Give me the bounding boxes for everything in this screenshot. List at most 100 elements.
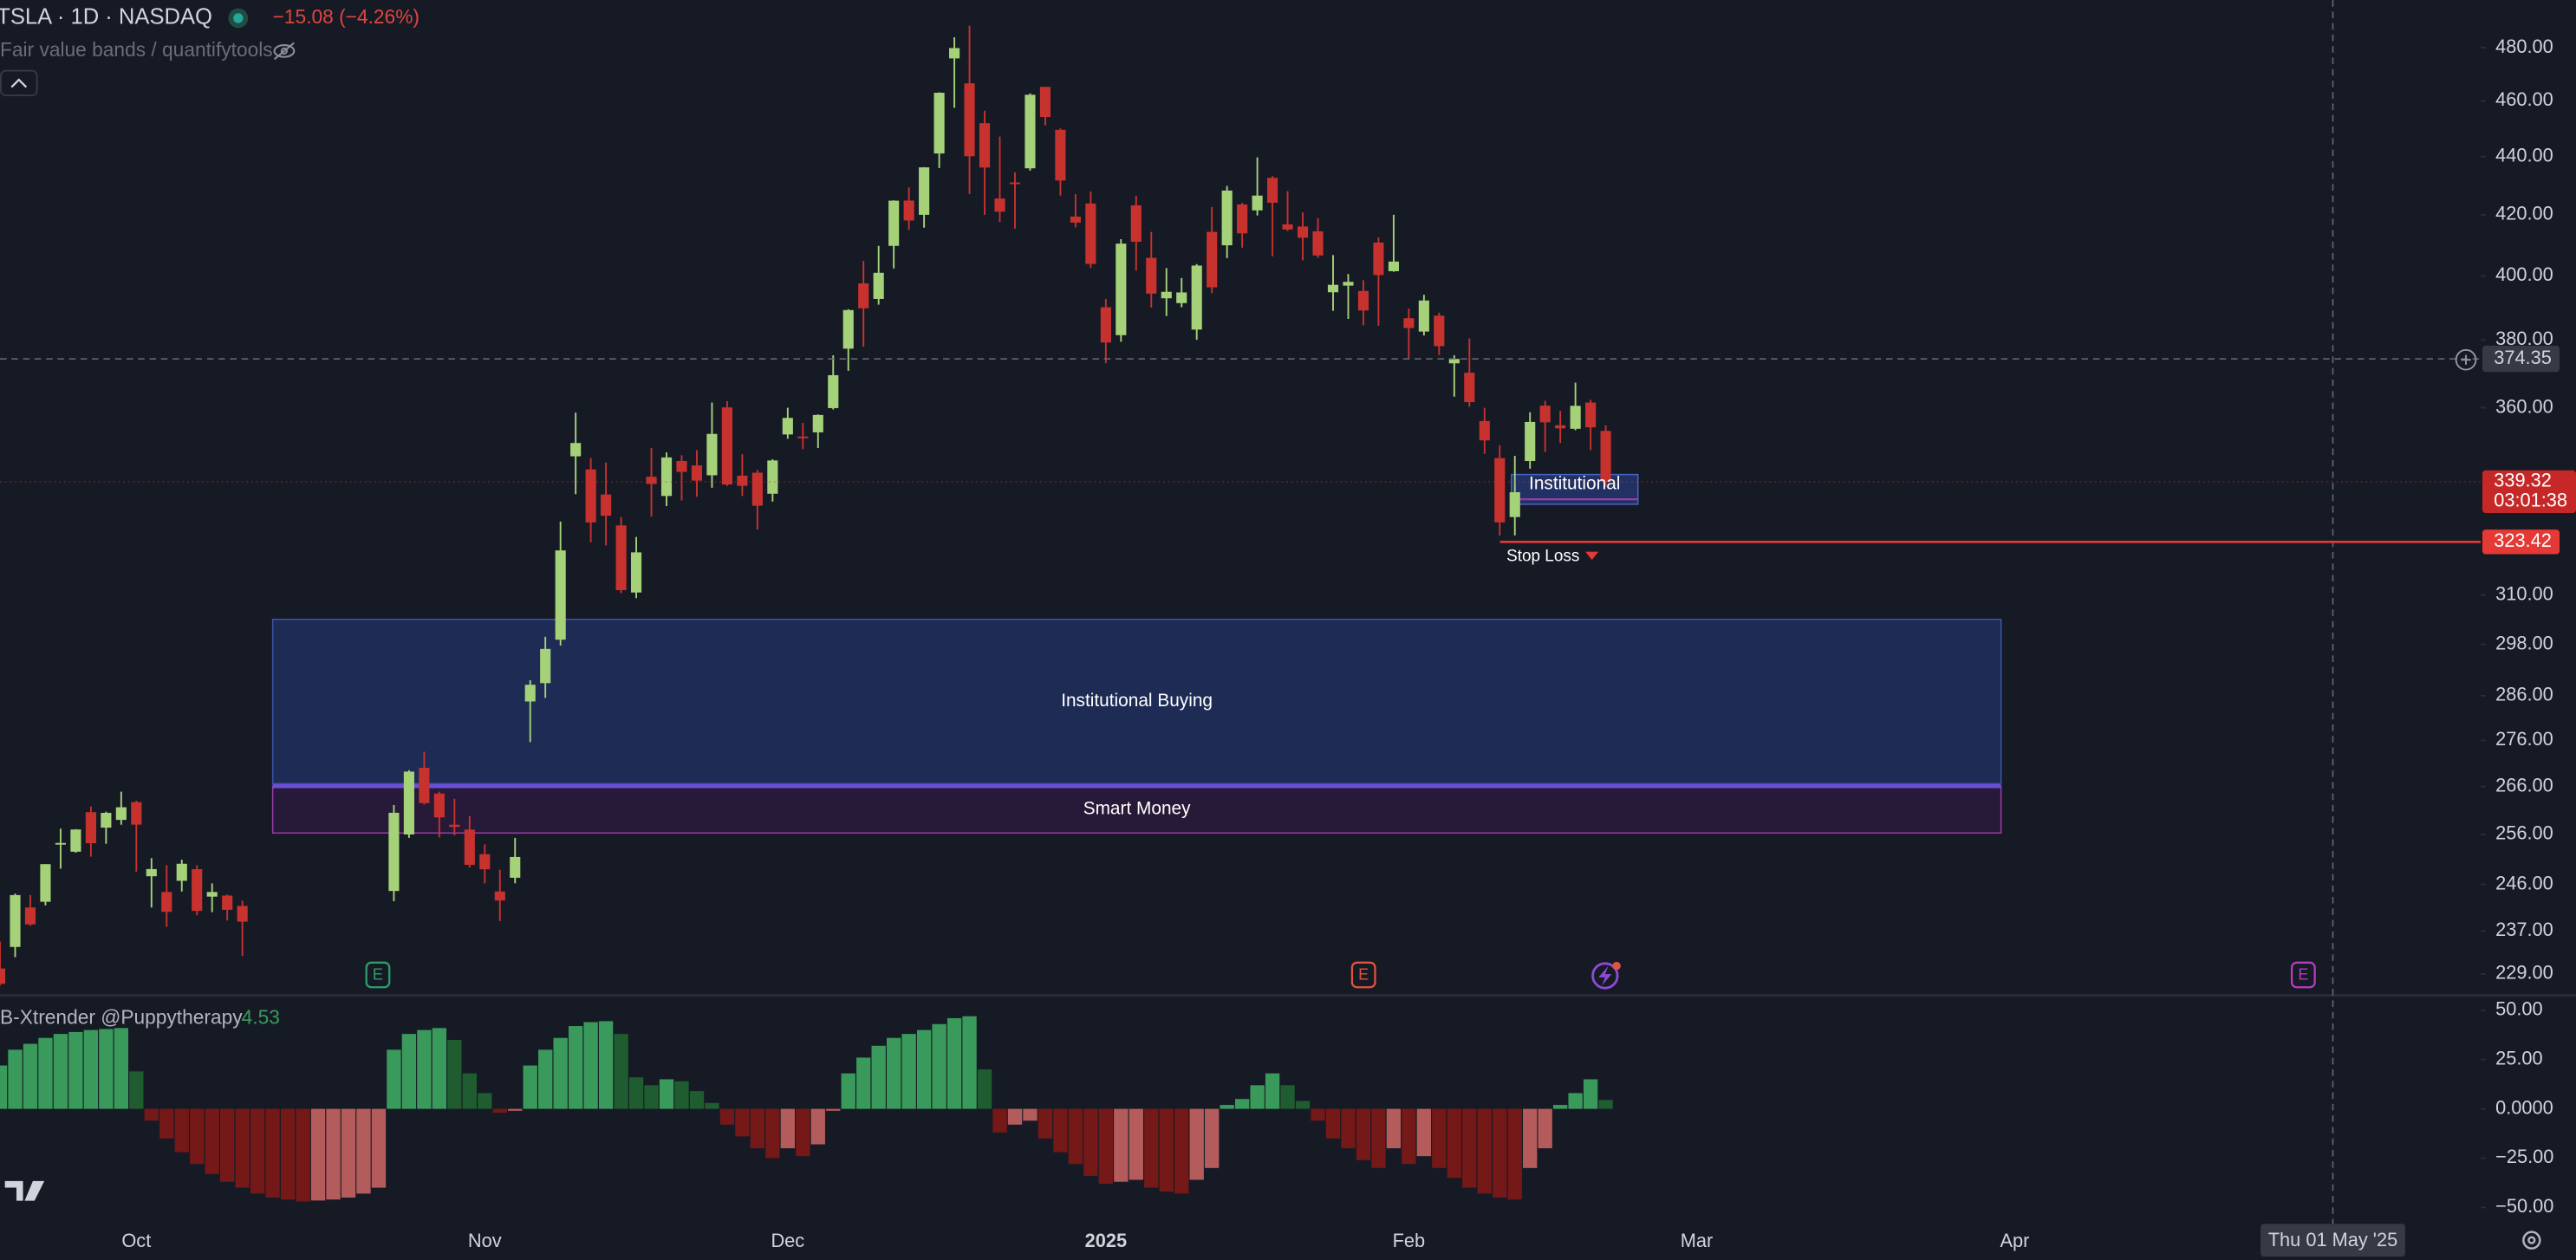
histogram-bar [946, 1017, 962, 1109]
candle-body [237, 906, 248, 922]
candle-body [1585, 402, 1597, 428]
histogram-bar [174, 1108, 189, 1153]
histogram-bar [8, 1049, 23, 1109]
histogram-bar [962, 1016, 977, 1109]
y-tick-label: 400.00 [2495, 263, 2553, 285]
candle-body [1161, 291, 1172, 299]
ai-signal-marker[interactable] [1591, 961, 1621, 990]
candle-body [1418, 300, 1429, 332]
candle-body [842, 309, 854, 349]
candle-body [1191, 265, 1202, 330]
indicator-value: 4.53 [242, 1005, 280, 1028]
candle-body [10, 894, 21, 947]
candle-body [1070, 216, 1081, 223]
histogram-bar [916, 1029, 932, 1109]
y-tick-label: 256.00 [2495, 822, 2553, 844]
collapse-icon [10, 78, 28, 88]
histogram-bar [1538, 1108, 1552, 1149]
histogram-bar [341, 1108, 356, 1198]
histogram-bar [432, 1028, 447, 1109]
histogram-bar [901, 1034, 916, 1109]
candle-body [812, 414, 823, 432]
histogram-bar [871, 1045, 886, 1109]
candle-body [464, 829, 475, 866]
histogram-bar [1068, 1108, 1083, 1165]
candle-body [1312, 231, 1324, 256]
histogram-bar [1583, 1079, 1598, 1109]
histogram-bar [1114, 1108, 1129, 1182]
histogram-bar [1356, 1108, 1371, 1160]
event-label: E [1358, 966, 1369, 984]
candle-body [433, 793, 445, 818]
histogram-bar [265, 1108, 280, 1198]
histogram-bar [1250, 1085, 1265, 1109]
candle-body [979, 123, 991, 168]
histogram-bar [1205, 1108, 1220, 1168]
candle-body [449, 824, 460, 828]
histogram-bar [810, 1108, 825, 1145]
histogram-bar [1295, 1101, 1311, 1109]
candle-body [40, 864, 51, 902]
symbol-title: TSLA · 1D · NASDAQ [0, 5, 212, 29]
candle-body [85, 812, 96, 844]
histogram-bar [523, 1065, 537, 1109]
y-tick-label: 266.00 [2495, 774, 2553, 796]
visibility-toggle[interactable] [273, 42, 296, 61]
histogram-bar [1386, 1108, 1402, 1149]
candle-body [1025, 94, 1036, 169]
candle-body [388, 812, 400, 892]
histogram-bar [1280, 1085, 1295, 1109]
x-tick-label: Oct [121, 1230, 151, 1251]
event-marker[interactable] [365, 961, 391, 989]
histogram-bar [38, 1037, 53, 1109]
histogram-bar [1552, 1105, 1568, 1109]
candle-body [131, 802, 142, 825]
histogram-bar [1189, 1108, 1204, 1180]
y-tick-label: 298.00 [2495, 632, 2553, 653]
histogram-bar [628, 1077, 644, 1109]
histogram-bar [1038, 1108, 1053, 1139]
histogram-bar [1083, 1108, 1098, 1176]
candle-body [1494, 458, 1506, 523]
tradingview-logo[interactable] [4, 1180, 45, 1201]
event-marker[interactable] [1350, 961, 1376, 989]
zone-label: Smart Money [1083, 799, 1191, 819]
y-tick-label: −25.00 [2495, 1146, 2553, 1167]
settings-gear[interactable] [2522, 1231, 2541, 1250]
histogram-bar [250, 1108, 265, 1194]
event-marker[interactable] [2290, 961, 2316, 989]
candle-body [1600, 431, 1611, 482]
histogram-bar [68, 1031, 83, 1109]
candle-body [540, 648, 551, 684]
histogram-bar [1341, 1108, 1356, 1149]
candle-body [873, 272, 884, 299]
candle-body [161, 892, 172, 913]
candle-body [751, 472, 763, 506]
histogram-bar [1144, 1108, 1159, 1188]
histogram-bar [462, 1073, 477, 1109]
countdown-label: 03:01:38 [2494, 489, 2567, 510]
crosshair-add[interactable] [2455, 348, 2477, 371]
y-tick-label: 25.00 [2495, 1047, 2543, 1068]
histogram-bar [1098, 1108, 1114, 1185]
histogram-bar [114, 1028, 129, 1109]
candle-body [888, 200, 900, 246]
candle-body [176, 863, 187, 881]
histogram-bar [1174, 1108, 1189, 1194]
histogram-bar [1598, 1100, 1613, 1109]
collapse-button[interactable] [0, 69, 38, 96]
histogram-bar [1402, 1108, 1416, 1165]
histogram-bar [1023, 1108, 1038, 1121]
candle-body [570, 443, 582, 457]
histogram-bar [719, 1108, 735, 1125]
candle-body [949, 48, 960, 59]
y-tick-label: −50.00 [2495, 1195, 2553, 1217]
histogram-bar [583, 1022, 598, 1109]
candle-body [1297, 226, 1309, 238]
candle-body [1039, 87, 1051, 118]
histogram-bar [144, 1108, 159, 1121]
zone-label: Institutional [1529, 474, 1620, 494]
histogram-bar [1493, 1108, 1507, 1198]
